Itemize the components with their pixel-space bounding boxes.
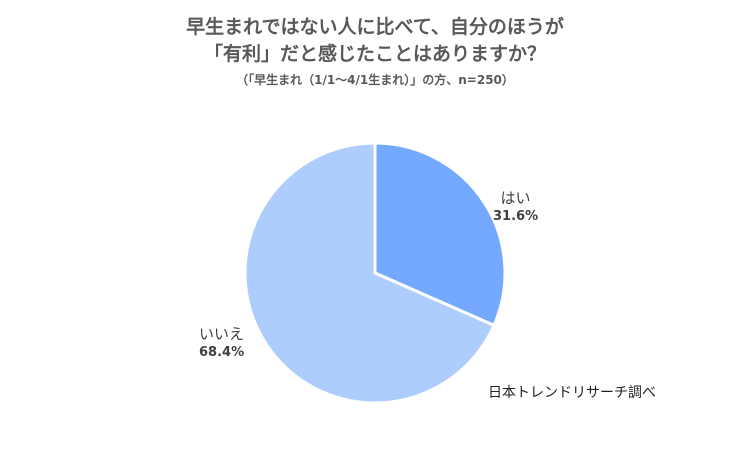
source-note: 日本トレンドリサーチ調べ (488, 385, 656, 401)
slice-category-hai: はい (500, 189, 531, 207)
chart-title-line2: 「有利」だと感じたことはありますか？ (203, 43, 546, 65)
chart-subtitle: （「早生まれ（1/1～4/1生まれ）」の方、n=250） (236, 73, 514, 87)
pie-slice-0 (373, 141, 507, 327)
slice-label-hai: はい 31.6% (493, 188, 538, 226)
pie-slice-1 (243, 141, 496, 405)
slice-label-iie: いいえ 68.4% (199, 324, 244, 362)
slice-category-iie: いいえ (199, 325, 245, 343)
chart-title-line1: 早生まれではない人に比べて、自分のほうが (186, 16, 564, 38)
slice-value-iie: 68.4% (199, 345, 245, 360)
slice-value-hai: 31.6% (493, 209, 539, 224)
